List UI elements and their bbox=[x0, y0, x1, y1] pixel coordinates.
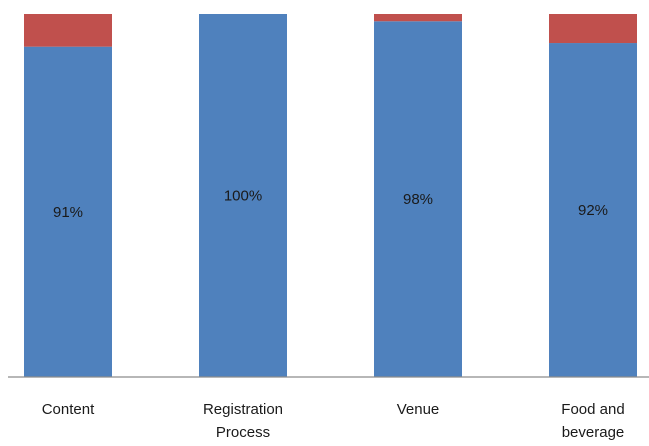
bar-segment-blue-1 bbox=[24, 46, 112, 378]
bar-segment-blue-3 bbox=[374, 21, 462, 377]
bar-segment-red-3 bbox=[374, 14, 462, 22]
category-label-line: Food and bbox=[561, 401, 624, 418]
category-label-line: Process bbox=[216, 424, 270, 441]
category-labels-group: Content Registration Process Venue Food and b… bbox=[42, 401, 625, 441]
data-labels-group: 91% 100% 98% 92% bbox=[53, 188, 608, 221]
bar-segment-red-1 bbox=[24, 14, 112, 47]
category-label-1: Content bbox=[42, 401, 95, 418]
bar-segment-blue-4 bbox=[549, 43, 637, 377]
bar-segment-red-4 bbox=[549, 14, 637, 44]
category-label-line: Registration bbox=[203, 401, 283, 418]
data-label-3: 98% bbox=[403, 191, 433, 208]
category-label-line: beverage bbox=[562, 424, 625, 441]
data-label-4: 92% bbox=[578, 202, 608, 219]
category-label-3: Venue bbox=[397, 401, 440, 418]
category-label-line: Content bbox=[42, 401, 95, 418]
bar-segment-blue-2 bbox=[199, 14, 287, 377]
data-label-1: 91% bbox=[53, 204, 83, 221]
category-label-line: Venue bbox=[397, 401, 440, 418]
data-label-2: 100% bbox=[224, 188, 262, 205]
bars-group bbox=[24, 14, 637, 378]
category-label-4: Food and beverage bbox=[561, 401, 624, 441]
category-label-2: Registration Process bbox=[203, 401, 283, 441]
